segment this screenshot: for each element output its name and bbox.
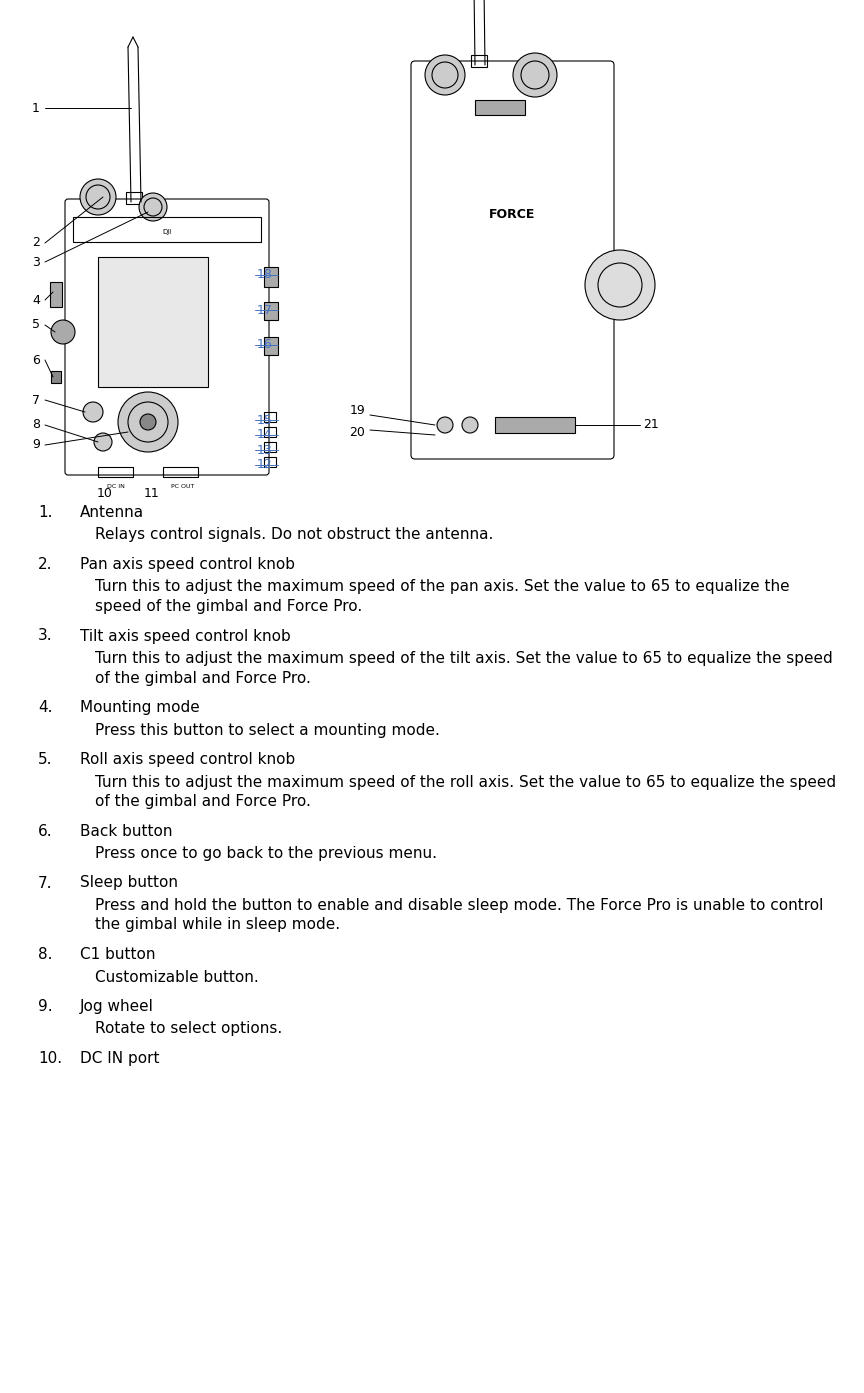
Circle shape [462, 417, 478, 433]
Circle shape [140, 414, 156, 430]
Text: Relays control signals. Do not obstruct the antenna.: Relays control signals. Do not obstruct … [95, 528, 493, 542]
Text: 3.: 3. [38, 628, 53, 644]
Text: 9: 9 [32, 439, 40, 451]
Bar [98, 256, 208, 387]
Bar [264, 412, 276, 422]
Text: Tilt axis speed control knob: Tilt axis speed control knob [80, 628, 291, 644]
Bar [73, 217, 261, 242]
FancyBboxPatch shape [65, 199, 269, 475]
Bar [471, 54, 487, 67]
Text: Sleep button: Sleep button [80, 875, 178, 890]
Text: Turn this to adjust the maximum speed of the tilt axis. Set the value to 65 to e: Turn this to adjust the maximum speed of… [95, 651, 833, 666]
Text: 11: 11 [144, 488, 160, 500]
Text: Press and hold the button to enable and disable sleep mode. The Force Pro is una: Press and hold the button to enable and … [95, 898, 823, 912]
Text: Mounting mode: Mounting mode [80, 701, 200, 715]
Text: 7.: 7. [38, 875, 53, 890]
Text: 4.: 4. [38, 701, 53, 715]
Text: 5: 5 [32, 319, 40, 332]
Text: 21: 21 [643, 418, 658, 432]
Text: FORCE: FORCE [489, 209, 535, 221]
Text: 19: 19 [349, 404, 365, 417]
Bar [495, 417, 575, 433]
Text: Pan axis speed control knob: Pan axis speed control knob [80, 557, 295, 573]
Circle shape [513, 53, 557, 98]
Circle shape [83, 403, 103, 422]
Bar [264, 442, 276, 451]
Text: 4: 4 [32, 294, 40, 306]
Circle shape [425, 54, 465, 95]
Circle shape [437, 417, 453, 433]
Text: the gimbal while in sleep mode.: the gimbal while in sleep mode. [95, 918, 340, 932]
Text: 1: 1 [32, 102, 40, 114]
Text: 20: 20 [349, 426, 365, 440]
Text: 2: 2 [32, 237, 40, 249]
Text: 16: 16 [257, 338, 273, 351]
Text: 3: 3 [32, 255, 40, 269]
Bar [50, 281, 62, 306]
Bar [126, 192, 142, 203]
Text: 6.: 6. [38, 823, 53, 839]
Circle shape [139, 194, 167, 221]
Text: speed of the gimbal and Force Pro.: speed of the gimbal and Force Pro. [95, 599, 362, 614]
FancyBboxPatch shape [411, 61, 614, 460]
Text: Turn this to adjust the maximum speed of the roll axis. Set the value to 65 to e: Turn this to adjust the maximum speed of… [95, 775, 836, 790]
Text: 7: 7 [32, 393, 40, 407]
Circle shape [585, 249, 655, 320]
Bar [264, 457, 276, 467]
Bar [264, 337, 278, 355]
Text: 17: 17 [257, 304, 273, 316]
Text: 10: 10 [97, 488, 113, 500]
Text: 15: 15 [257, 414, 273, 426]
Text: Turn this to adjust the maximum speed of the pan axis. Set the value to 65 to eq: Turn this to adjust the maximum speed of… [95, 579, 790, 595]
Text: 10.: 10. [38, 1050, 62, 1066]
Text: 9.: 9. [38, 999, 53, 1014]
Text: Customizable button.: Customizable button. [95, 970, 258, 985]
Text: DC IN port: DC IN port [80, 1050, 160, 1066]
Text: 12: 12 [257, 458, 273, 471]
Text: C1 button: C1 button [80, 947, 156, 963]
Bar [264, 302, 278, 320]
Bar [475, 100, 525, 116]
Text: 2.: 2. [38, 557, 53, 573]
Text: DJI: DJI [162, 228, 172, 235]
Text: 14: 14 [257, 429, 273, 442]
Text: Antenna: Antenna [80, 506, 144, 520]
Text: 18: 18 [257, 269, 273, 281]
Circle shape [118, 391, 178, 451]
Text: Roll axis speed control knob: Roll axis speed control knob [80, 752, 295, 768]
Text: 13: 13 [257, 443, 273, 457]
Text: 8: 8 [32, 418, 40, 432]
Text: DC IN: DC IN [107, 483, 125, 489]
Text: Press once to go back to the previous menu.: Press once to go back to the previous me… [95, 846, 437, 861]
Circle shape [94, 433, 112, 451]
Text: Back button: Back button [80, 823, 173, 839]
Bar [51, 371, 61, 383]
Circle shape [51, 320, 75, 344]
Text: Rotate to select options.: Rotate to select options. [95, 1021, 283, 1036]
Text: PC OUT: PC OUT [171, 483, 194, 489]
Text: 1.: 1. [38, 506, 53, 520]
Bar [163, 467, 198, 476]
Text: Press this button to select a mounting mode.: Press this button to select a mounting m… [95, 723, 440, 737]
Text: of the gimbal and Force Pro.: of the gimbal and Force Pro. [95, 794, 311, 809]
Text: 8.: 8. [38, 947, 53, 963]
Text: of the gimbal and Force Pro.: of the gimbal and Force Pro. [95, 670, 311, 685]
Circle shape [80, 178, 116, 215]
Text: Jog wheel: Jog wheel [80, 999, 154, 1014]
Bar [98, 467, 133, 476]
Text: 5.: 5. [38, 752, 53, 768]
Text: 6: 6 [32, 354, 40, 366]
Bar [264, 267, 278, 287]
Bar [264, 428, 276, 437]
